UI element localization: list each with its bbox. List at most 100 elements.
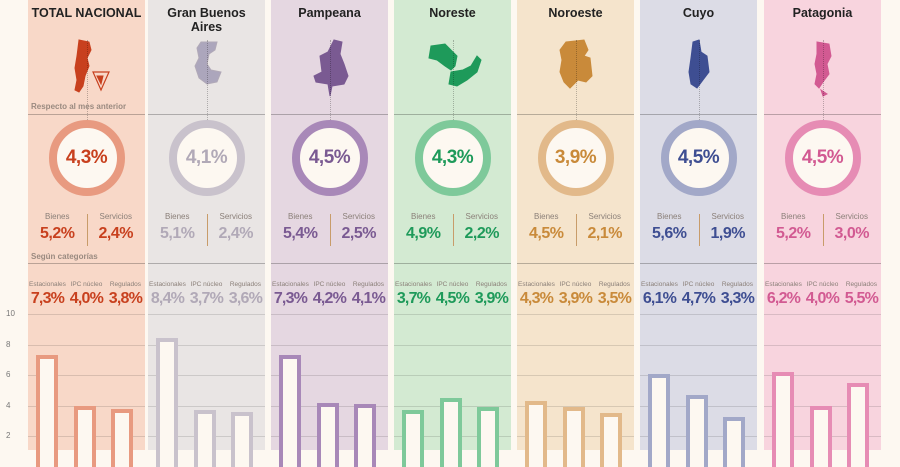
section-divider (517, 263, 634, 264)
grid-line (394, 375, 511, 377)
section-label-respecto: Respecto al mes anterior (31, 102, 127, 111)
section-divider (640, 114, 757, 115)
grid-line (640, 344, 757, 346)
servicios-label: Servicios (711, 212, 744, 221)
region-column-6: Patagonia 4,5% Bienes 5,2% Servicios 3,0… (764, 0, 882, 467)
bienes-block: Bienes 5,2% (764, 212, 823, 243)
category-values: Estacionales 7,3% IPC núcleo 4,0% Regula… (28, 272, 145, 312)
category-values: Estacionales 3,7% IPC núcleo 4,5% Regula… (394, 272, 511, 312)
bienes-value: 4,9% (406, 225, 441, 242)
estacionales-value: 3,7% (396, 290, 431, 307)
bienes-servicios-divider (329, 214, 331, 246)
bar-estacionales (525, 401, 547, 467)
leader-line (206, 40, 208, 120)
servicios-value: 2,5% (341, 225, 377, 242)
category-values: Estacionales 7,3% IPC núcleo 4,2% Regula… (271, 272, 388, 312)
bar-regulados (354, 404, 376, 467)
bar-regulados (847, 382, 869, 467)
nucleo-block: IPC núcleo 3,7% (187, 272, 226, 308)
region-title: Cuyo (682, 6, 715, 20)
bar-estacionales (279, 355, 301, 467)
nucleo-label: IPC núcleo (436, 281, 469, 288)
leader-line (86, 40, 88, 120)
bar-estacionales (772, 372, 794, 467)
noroeste-map-icon (558, 39, 593, 89)
region-title: Gran Buenos Aires (167, 6, 246, 34)
nucleo-value: 4,7% (681, 290, 716, 307)
monthly-value: 4,5% (308, 147, 351, 168)
monthly-ring: 4,3% (48, 120, 125, 196)
bienes-block: Bienes 5,2% (28, 212, 87, 243)
regulados-block: Regulados 3,6% (226, 272, 265, 308)
servicios-block: Servicios 2,4% (87, 212, 146, 243)
estacionales-block: Estacionales 3,7% (394, 272, 433, 308)
servicios-label: Servicios (465, 212, 498, 221)
nucleo-label: IPC núcleo (559, 281, 592, 288)
y-tick-label: 4 (6, 400, 11, 410)
bar-ipc-nucleo (74, 405, 96, 467)
grid-line (517, 314, 634, 315)
estacionales-value: 8,4% (150, 290, 185, 307)
bienes-label: Bienes (165, 212, 190, 221)
bar-estacionales (648, 373, 670, 467)
section-label-segun: Según categorías (31, 252, 98, 261)
grid-line (271, 344, 388, 346)
bar-estacionales (402, 410, 424, 467)
regulados-label: Regulados (475, 281, 507, 288)
servicios-block: Servicios 2,4% (207, 212, 266, 243)
grid-line (28, 314, 145, 315)
monthly-value: 4,3% (431, 147, 474, 168)
estacionales-label: Estacionales (765, 281, 802, 288)
patagonia-map-icon (813, 41, 832, 97)
estacionales-value: 4,3% (519, 290, 554, 307)
grid-line (148, 344, 265, 346)
leader-line (822, 40, 824, 120)
gba-map-icon (193, 41, 222, 85)
bienes-servicios-divider (86, 214, 88, 246)
regulados-block: Regulados 5,5% (842, 272, 881, 308)
regulados-block: Regulados 3,9% (472, 272, 511, 308)
category-values: Estacionales 6,1% IPC núcleo 4,7% Regula… (640, 272, 757, 312)
estacionales-block: Estacionales 6,1% (640, 272, 679, 308)
servicios-label: Servicios (99, 212, 132, 221)
regulados-value: 3,3% (720, 290, 755, 307)
estacionales-block: Estacionales 4,3% (517, 272, 556, 308)
regulados-block: Regulados 3,8% (106, 272, 145, 308)
noreste-map-icon (427, 43, 482, 87)
regulados-block: Regulados 4,1% (349, 272, 388, 308)
grid-line (640, 314, 757, 315)
y-tick-label: 2 (6, 431, 11, 441)
servicios-label: Servicios (588, 212, 621, 221)
monthly-value: 4,5% (677, 147, 720, 168)
nucleo-label: IPC núcleo (70, 281, 103, 288)
estacionales-label: Estacionales (395, 281, 432, 288)
nucleo-label: IPC núcleo (806, 281, 839, 288)
bar-ipc-nucleo (194, 410, 216, 467)
monthly-value: 4,5% (801, 147, 844, 168)
estacionales-value: 7,3% (30, 290, 65, 307)
leader-line (698, 40, 700, 120)
regulados-value: 3,9% (474, 290, 509, 307)
grid-line (394, 344, 511, 346)
section-divider (394, 114, 511, 115)
nucleo-block: IPC núcleo 4,7% (679, 272, 718, 308)
servicios-value: 3,0% (834, 225, 870, 242)
servicios-block: Servicios 3,0% (823, 212, 882, 243)
pampeana-map-icon (312, 39, 349, 97)
argentina-map-icon (73, 39, 110, 93)
bienes-servicios-divider (698, 214, 700, 246)
servicios-value: 2,1% (587, 225, 623, 242)
grid-line (517, 375, 634, 377)
section-divider (148, 114, 265, 115)
estacionales-label: Estacionales (29, 281, 66, 288)
bienes-block: Bienes 5,6% (640, 212, 699, 243)
nucleo-label: IPC núcleo (190, 281, 223, 288)
estacionales-block: Estacionales 8,4% (148, 272, 187, 308)
grid-line (764, 314, 881, 315)
monthly-ring: 4,5% (784, 120, 861, 196)
bienes-label: Bienes (45, 212, 70, 221)
nucleo-value: 4,2% (312, 290, 347, 307)
region-column-3: Noreste 4,3% Bienes 4,9% Servicios 2,2% … (394, 0, 511, 467)
bar-regulados (477, 407, 499, 467)
bienes-value: 5,2% (40, 225, 75, 242)
